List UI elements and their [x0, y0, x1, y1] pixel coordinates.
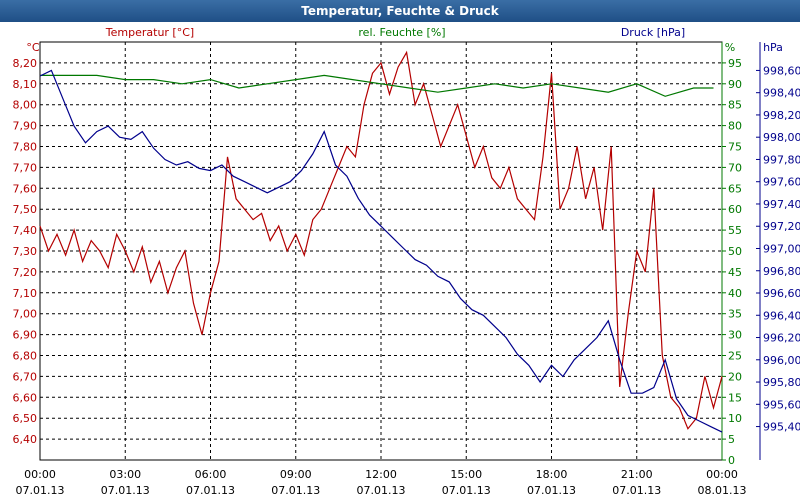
x-tick-label-date: 07.01.13	[527, 484, 576, 497]
humidity-tick-label: 55	[728, 224, 742, 237]
pressure-tick-label: 998,20	[763, 109, 800, 122]
humidity-tick-label: 75	[728, 141, 742, 154]
pressure-tick-label: 998,40	[763, 87, 800, 100]
humidity-series-line	[40, 74, 714, 97]
pressure-tick-label: 998,00	[763, 131, 800, 144]
x-tick-label-date: 07.01.13	[271, 484, 320, 497]
pressure-tick-label: 996,20	[763, 332, 800, 345]
temperature-tick-label: 7,60	[13, 182, 38, 195]
temperature-tick-label: 7,90	[13, 120, 38, 133]
x-tick-label-time: 09:00	[280, 468, 312, 481]
temperature-tick-label: 6,70	[13, 370, 38, 383]
temperature-series-line	[39, 50, 723, 430]
x-tick-label-date: 07.01.13	[442, 484, 491, 497]
pressure-tick-label: 997,60	[763, 176, 800, 189]
temperature-tick-label: 6,80	[13, 350, 38, 363]
pressure-tick-label: 997,00	[763, 242, 800, 255]
humidity-axis-title: rel. Feuchte [%]	[358, 26, 445, 39]
x-tick-label-time: 06:00	[195, 468, 227, 481]
pressure-axis-title: Druck [hPa]	[621, 26, 685, 39]
x-tick-label-time: 15:00	[450, 468, 482, 481]
temperature-tick-label: 6,50	[13, 412, 38, 425]
pressure-tick-label: 995,60	[763, 398, 800, 411]
pressure-tick-label: 997,40	[763, 198, 800, 211]
humidity-tick-label: 40	[728, 287, 742, 300]
pressure-tick-label: 996,80	[763, 265, 800, 278]
pressure-tick-label: 998,60	[763, 64, 800, 77]
temperature-tick-label: 7,30	[13, 245, 38, 258]
grid	[39, 41, 723, 461]
pressure-tick-label: 995,80	[763, 376, 800, 389]
pressure-tick-label: 996,60	[763, 287, 800, 300]
temperature-tick-label: 7,50	[13, 203, 38, 216]
x-tick-label-time: 00:00	[24, 468, 56, 481]
humidity-unit: %	[725, 41, 735, 54]
temperature-tick-label: 8,20	[13, 57, 38, 70]
humidity-tick-label: 30	[728, 329, 742, 342]
pressure-tick-label: 995,40	[763, 421, 800, 434]
x-tick-label-date: 07.01.13	[16, 484, 65, 497]
x-tick-label-time: 00:00	[706, 468, 738, 481]
axis-labels: Temperatur [°C] rel. Feuchte [%] Druck […	[26, 26, 783, 54]
temperature-tick-label: 7,80	[13, 141, 38, 154]
temperature-tick-label: 8,00	[13, 99, 38, 112]
x-tick-label-date: 08.01.13	[698, 484, 747, 497]
pressure-tick-label: 996,00	[763, 354, 800, 367]
pressure-series-line	[39, 69, 723, 433]
humidity-tick-label: 25	[728, 350, 742, 363]
temperature-tick-label: 7,40	[13, 224, 38, 237]
temperature-tick-label: 7,00	[13, 308, 38, 321]
tick-labels: 8,20 8,10 8,00 7,90 7,80 7,70 7,60 7,50 7,40 7,30…	[13, 42, 800, 497]
humidity-tick-label: 0	[728, 454, 735, 467]
humidity-tick-label: 20	[728, 370, 742, 383]
humidity-tick-label: 60	[728, 203, 742, 216]
pressure-unit: hPa	[763, 41, 783, 54]
humidity-tick-label: 80	[728, 120, 742, 133]
window-title: Temperatur, Feuchte & Druck	[0, 0, 800, 22]
humidity-tick-label: 70	[728, 161, 742, 174]
temperature-tick-label: 8,10	[13, 78, 38, 91]
temperature-tick-label: 6,90	[13, 329, 38, 342]
x-tick-label-time: 03:00	[109, 468, 141, 481]
humidity-tick-label: 45	[728, 266, 742, 279]
temperature-tick-label: 7,10	[13, 287, 38, 300]
x-tick-label-time: 21:00	[621, 468, 653, 481]
pressure-tick-label: 997,20	[763, 220, 800, 233]
humidity-tick-label: 35	[728, 308, 742, 321]
pressure-tick-label: 996,40	[763, 309, 800, 322]
pressure-tick-label: 997,80	[763, 153, 800, 166]
humidity-tick-label: 95	[728, 57, 742, 70]
x-tick-label-time: 12:00	[365, 468, 397, 481]
humidity-tick-label: 85	[728, 99, 742, 112]
temperature-axis-title: Temperatur [°C]	[105, 26, 194, 39]
humidity-tick-label: 15	[728, 391, 742, 404]
temperature-tick-label: 6,40	[13, 433, 38, 446]
temperature-tick-label: 6,60	[13, 391, 38, 404]
x-tick-label-date: 07.01.13	[612, 484, 661, 497]
humidity-tick-label: 65	[728, 182, 742, 195]
temperature-tick-label: 7,70	[13, 161, 38, 174]
humidity-tick-label: 50	[728, 245, 742, 258]
x-tick-label-date: 07.01.13	[186, 484, 235, 497]
temperature-tick-label: 7,20	[13, 266, 38, 279]
temperature-unit: °C	[26, 41, 40, 54]
humidity-tick-label: 5	[728, 433, 735, 446]
series-lines	[39, 50, 723, 433]
x-tick-label-date: 07.01.13	[357, 484, 406, 497]
humidity-tick-label: 10	[728, 412, 742, 425]
humidity-tick-label: 90	[728, 78, 742, 91]
x-tick-label-date: 07.01.13	[101, 484, 150, 497]
x-tick-label-time: 18:00	[536, 468, 568, 481]
